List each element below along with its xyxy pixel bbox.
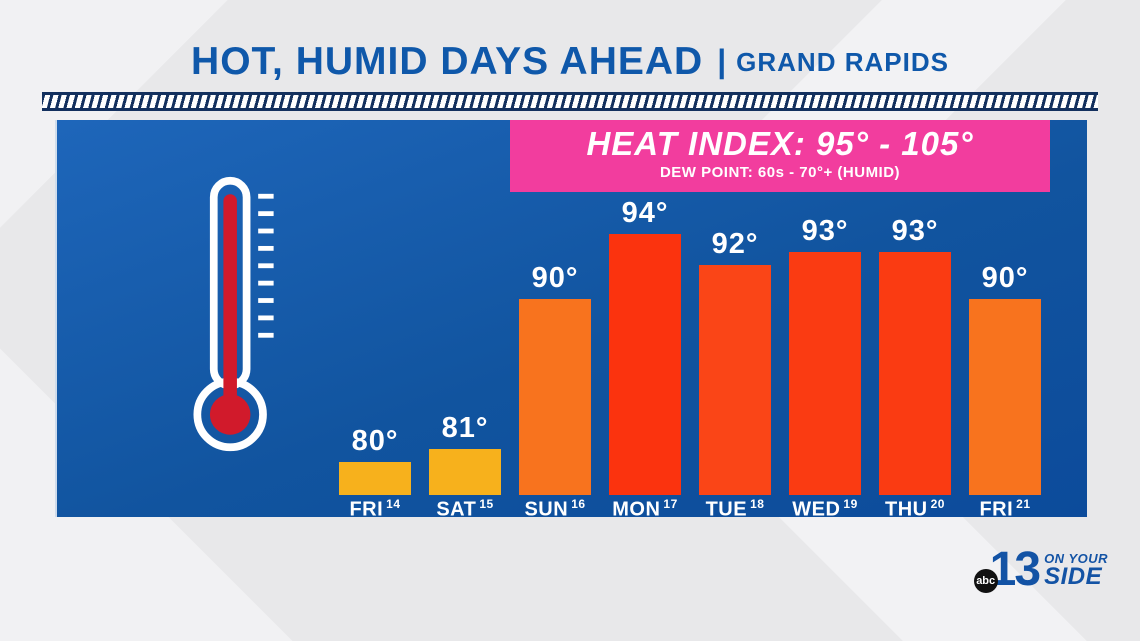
bar-value-label: 93°	[801, 215, 849, 247]
temp-bar	[789, 252, 861, 495]
forecast-column: 93° WED 19	[789, 215, 861, 521]
bar-value-label: 90°	[531, 262, 579, 294]
page-title: HOT, HUMID DAYS AHEAD	[191, 40, 704, 83]
bar-value-label: 81°	[441, 412, 489, 444]
dew-point-text: DEW POINT: 60s - 70°+ (HUMID)	[659, 164, 901, 181]
day-label: FRI 14	[349, 497, 401, 521]
bar-value-label: 92°	[711, 228, 759, 260]
forecast-column: 92° TUE 18	[699, 228, 771, 521]
bar-value-label: 90°	[981, 262, 1029, 294]
heat-index-text: HEAT INDEX: 95° - 105°	[586, 125, 974, 162]
day-label: THU 20	[885, 497, 945, 521]
forecast-column: 93° THU 20	[879, 215, 951, 521]
station-logo: 13 abc ON YOUR SIDE	[973, 542, 1108, 596]
forecast-column: 94° MON 17	[609, 197, 681, 521]
location-label: GRAND RAPIDS	[736, 47, 949, 77]
day-label: FRI 21	[979, 497, 1031, 521]
temp-bar	[519, 299, 591, 495]
bar-value-label: 93°	[891, 215, 939, 247]
day-label: TUE 18	[705, 497, 765, 521]
temp-bar	[969, 299, 1041, 495]
temp-bar	[609, 234, 681, 495]
day-label: SUN 16	[524, 497, 586, 521]
logo-tagline-line2: SIDE	[1044, 563, 1103, 590]
bar-chart: 80° FRI 14 81° SAT 15 90° SUN 16 94° MON 17 92° TUE 18…	[339, 197, 1041, 521]
heat-index-banner: HEAT INDEX: 95° - 105° DEW POINT: 60s - …	[510, 120, 1050, 192]
day-label: SAT 15	[436, 497, 494, 521]
temp-bar	[699, 265, 771, 495]
forecast-column: 90° SUN 16	[519, 262, 591, 521]
title-separator: |	[717, 43, 727, 79]
thermometer-icon	[193, 176, 274, 452]
divider-hatch	[42, 92, 1098, 111]
header: HOT, HUMID DAYS AHEAD | GRAND RAPIDS	[0, 40, 1140, 84]
temp-bar	[879, 252, 951, 495]
forecast-panel: HEAT INDEX: 95° - 105° DEW POINT: 60s - …	[55, 120, 1087, 521]
forecast-column: 90° FRI 21	[969, 262, 1041, 521]
forecast-column: 80° FRI 14	[339, 425, 411, 521]
day-label: WED 19	[792, 497, 858, 521]
temp-bar	[429, 449, 501, 495]
abc-network-icon: abc	[973, 569, 998, 593]
day-label: MON 17	[612, 497, 678, 521]
logo-tagline: ON YOUR SIDE	[1044, 552, 1108, 589]
bar-value-label: 80°	[351, 425, 399, 457]
forecast-column: 81° SAT 15	[429, 412, 501, 521]
bar-value-label: 94°	[621, 197, 669, 229]
logo-number: 13	[989, 542, 1041, 596]
logo-tagline-line1: ON YOUR	[1044, 551, 1108, 566]
temp-bar	[339, 462, 411, 495]
